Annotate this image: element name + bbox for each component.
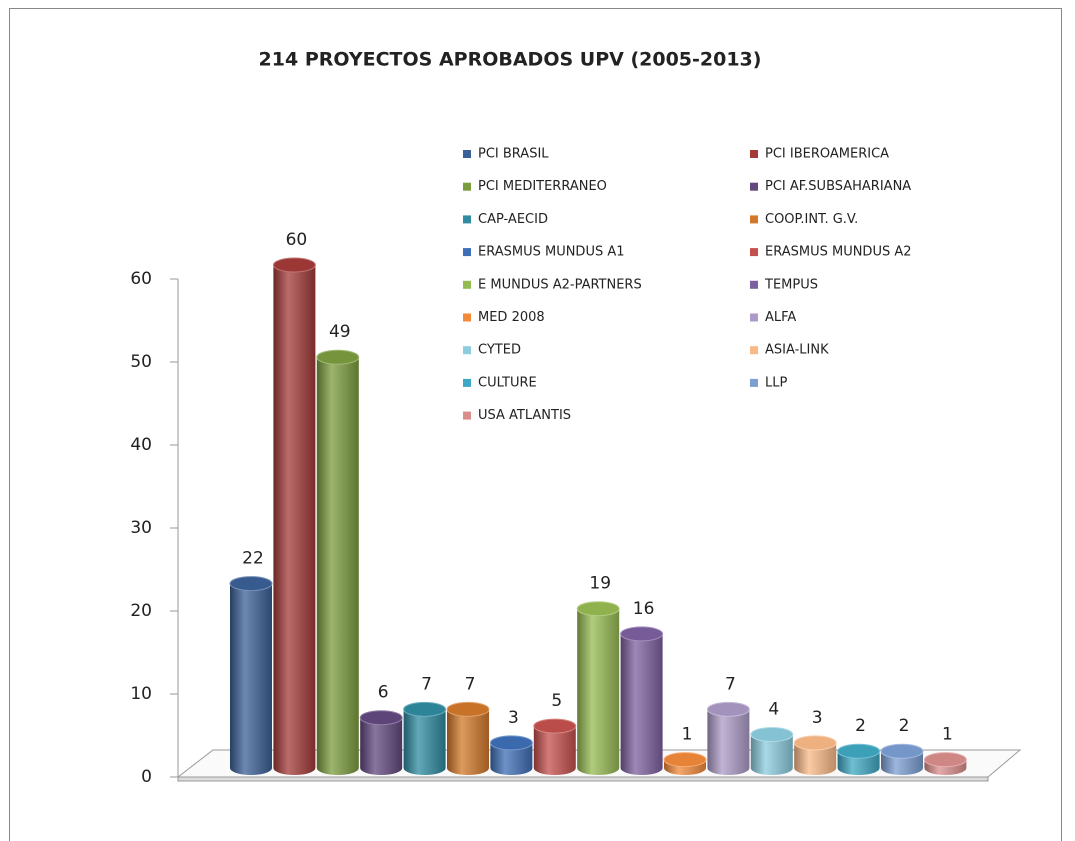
legend-swatch <box>463 411 471 420</box>
bar <box>620 633 663 776</box>
legend-swatch <box>463 150 471 158</box>
legend-label: PCI AF.SUBSAHARIANA <box>765 179 911 194</box>
data-label: 6 <box>378 683 389 703</box>
legend-label: LLP <box>765 375 787 390</box>
bar-top <box>576 601 620 617</box>
legend-label: PCI IBEROAMERICA <box>765 147 889 162</box>
data-label: 2 <box>855 716 866 736</box>
legend-swatch <box>463 248 471 257</box>
legend-swatch <box>750 346 758 355</box>
y-tick-label: 10 <box>130 684 152 704</box>
y-tick-label: 40 <box>130 435 152 455</box>
bar-top <box>837 743 881 759</box>
y-tick-label: 0 <box>141 767 152 787</box>
legend-label: ASIA-LINK <box>765 343 829 358</box>
bar <box>577 608 620 776</box>
legend-label: TEMPUS <box>764 277 818 292</box>
data-label: 3 <box>508 708 519 728</box>
legend-swatch <box>463 182 471 191</box>
legend-swatch <box>750 248 758 257</box>
data-label: 1 <box>682 725 693 745</box>
bar-top <box>663 752 707 768</box>
legend-label: E MUNDUS A2-PARTNERS <box>478 277 642 292</box>
bar <box>360 717 403 776</box>
bar-top <box>793 735 837 751</box>
legend-swatch <box>463 313 471 322</box>
bar-top <box>446 701 490 717</box>
data-label: 3 <box>812 708 823 728</box>
legend-label: ERASMUS MUNDUS A1 <box>478 245 625 260</box>
legend-swatch <box>750 280 758 289</box>
data-label: 5 <box>551 691 562 711</box>
legend-label: COOP.INT. G.V. <box>765 212 858 227</box>
legend-swatch <box>463 346 471 355</box>
legend-label: MED 2008 <box>478 310 545 325</box>
y-tick-label: 50 <box>130 352 152 372</box>
data-label: 2 <box>899 716 910 736</box>
bar-top <box>316 349 360 365</box>
chart-title: 214 PROYECTOS APROBADOS UPV (2005-2013) <box>259 49 762 71</box>
data-label: 1 <box>942 725 953 745</box>
legend-label: USA ATLANTIS <box>478 408 571 423</box>
legend-swatch <box>750 182 758 191</box>
bar <box>273 265 316 776</box>
data-label: 22 <box>242 549 264 569</box>
bar <box>230 583 272 775</box>
bar-top <box>489 735 533 751</box>
bar-top <box>403 701 447 717</box>
legend-label: CYTED <box>478 343 521 358</box>
legend-swatch <box>750 215 758 224</box>
bar <box>750 734 793 776</box>
legend-swatch <box>463 215 471 224</box>
bar-top <box>923 752 967 768</box>
bar-top <box>620 626 664 642</box>
bar <box>403 709 446 776</box>
bar <box>707 709 750 776</box>
bar-top <box>359 710 403 726</box>
data-label: 7 <box>421 674 432 694</box>
data-label: 16 <box>633 599 655 619</box>
legend-label: PCI BRASIL <box>478 147 549 162</box>
legend-swatch <box>750 378 758 387</box>
data-label: 19 <box>589 574 611 594</box>
legend-swatch <box>463 280 471 289</box>
legend-label: ALFA <box>765 310 796 325</box>
y-tick-label: 60 <box>130 269 152 289</box>
floor-edge <box>177 776 989 782</box>
y-tick-label: 30 <box>130 518 152 538</box>
bar <box>490 742 533 775</box>
bar-top <box>880 743 924 759</box>
data-label: 7 <box>465 674 476 694</box>
legend-label: CAP-AECID <box>478 212 548 227</box>
bar <box>533 726 576 776</box>
legend-label: ERASMUS MUNDUS A2 <box>765 245 912 260</box>
legend-swatch <box>750 313 758 322</box>
bar <box>316 357 359 776</box>
bar-top <box>706 701 750 717</box>
bar-top <box>272 257 316 273</box>
data-label: 4 <box>768 699 779 719</box>
data-label: 60 <box>286 230 308 250</box>
bar-top <box>533 718 577 734</box>
bar <box>447 709 489 775</box>
chart-frame <box>9 8 1062 841</box>
legend-label: CULTURE <box>478 375 537 390</box>
legend-swatch <box>750 150 758 158</box>
legend-swatch <box>463 378 471 387</box>
bar <box>794 742 837 776</box>
y-tick-label: 20 <box>130 601 152 621</box>
data-label: 7 <box>725 674 736 694</box>
bar-top <box>750 726 794 742</box>
legend-label: PCI MEDITERRANEO <box>478 179 607 194</box>
bar-top <box>229 576 273 592</box>
data-label: 49 <box>329 322 351 342</box>
